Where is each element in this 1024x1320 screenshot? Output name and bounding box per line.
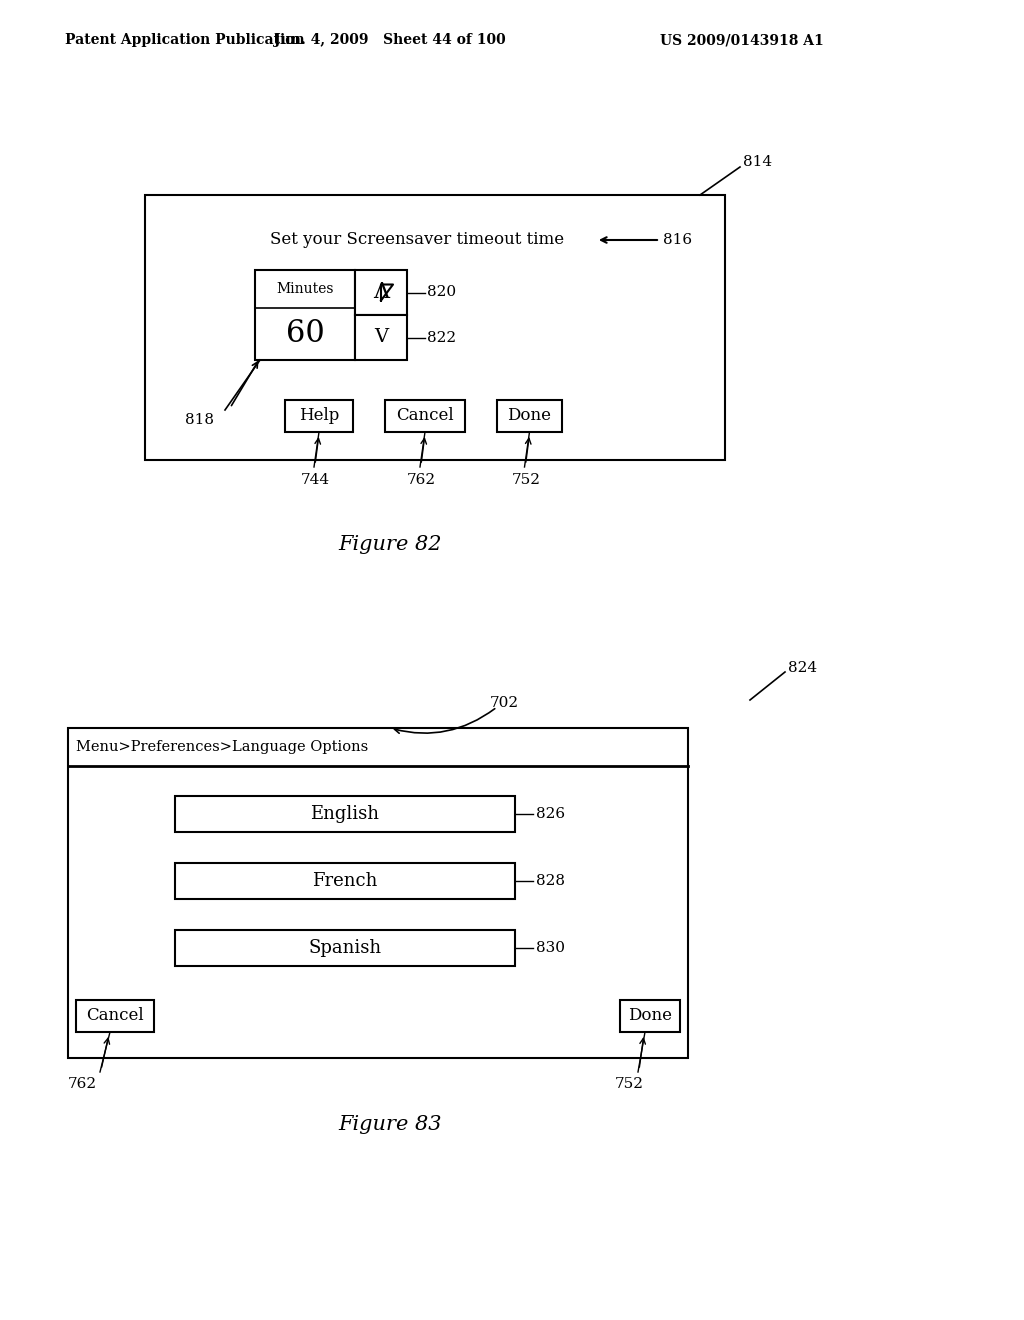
Bar: [620, 1001, 680, 1032]
Text: 762: 762: [407, 473, 436, 487]
Bar: [355, 271, 407, 315]
Bar: [497, 400, 562, 432]
Text: Cancel: Cancel: [86, 1007, 143, 1024]
Text: 814: 814: [743, 154, 772, 169]
Text: 830: 830: [536, 941, 565, 954]
Text: 816: 816: [663, 234, 692, 247]
Bar: [385, 400, 465, 432]
Text: Set your Screensaver timeout time: Set your Screensaver timeout time: [270, 231, 564, 248]
Text: French: French: [312, 873, 378, 890]
Text: 828: 828: [536, 874, 565, 888]
Text: 762: 762: [68, 1077, 97, 1092]
Text: Help: Help: [299, 408, 339, 425]
Text: US 2009/0143918 A1: US 2009/0143918 A1: [660, 33, 823, 48]
Text: 752: 752: [512, 473, 541, 487]
Text: Patent Application Publication: Patent Application Publication: [65, 33, 304, 48]
Bar: [68, 729, 688, 1059]
Text: V: V: [374, 329, 388, 346]
Bar: [255, 271, 355, 360]
Text: Cancel: Cancel: [396, 408, 454, 425]
Text: Figure 83: Figure 83: [338, 1115, 441, 1134]
Bar: [175, 796, 515, 832]
Text: 744: 744: [301, 473, 330, 487]
Text: Jun. 4, 2009   Sheet 44 of 100: Jun. 4, 2009 Sheet 44 of 100: [274, 33, 506, 48]
Text: Menu>Preferences>Language Options: Menu>Preferences>Language Options: [76, 741, 369, 754]
Text: 822: 822: [427, 330, 456, 345]
Bar: [355, 315, 407, 360]
Text: English: English: [310, 805, 380, 822]
Text: Spanish: Spanish: [308, 939, 382, 957]
Text: 826: 826: [536, 807, 565, 821]
Text: Done: Done: [628, 1007, 672, 1024]
Text: 702: 702: [490, 696, 519, 710]
Text: 818: 818: [185, 413, 214, 426]
Bar: [285, 400, 353, 432]
Text: Minutes: Minutes: [276, 282, 334, 296]
Text: 824: 824: [788, 661, 817, 675]
Text: 60: 60: [286, 318, 325, 350]
Text: 752: 752: [615, 1077, 644, 1092]
Text: Done: Done: [508, 408, 552, 425]
Text: Figure 82: Figure 82: [338, 536, 441, 554]
Text: 820: 820: [427, 285, 456, 300]
Bar: [76, 1001, 154, 1032]
Bar: [175, 931, 515, 966]
Bar: [145, 195, 725, 459]
Text: Λ: Λ: [373, 281, 389, 304]
Bar: [175, 863, 515, 899]
